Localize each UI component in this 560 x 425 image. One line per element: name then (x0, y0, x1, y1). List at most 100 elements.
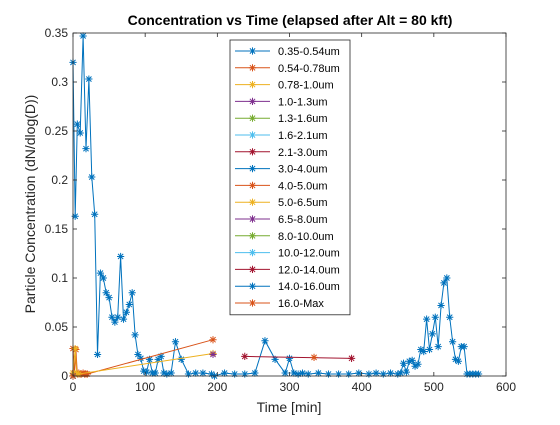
data-point-0-10 (96, 269, 105, 277)
data-point-0-29 (151, 369, 159, 377)
legend-marker (248, 114, 257, 122)
series-line-6 (244, 355, 352, 359)
data-point-0-37 (184, 370, 193, 378)
data-point-0-40 (207, 370, 216, 378)
data-point-1-10 (83, 370, 92, 378)
legend-item[interactable]: 8.0-10.0um (235, 231, 334, 243)
data-point-0-61 (379, 370, 387, 378)
data-point-0-6 (85, 75, 93, 83)
legend-marker (248, 265, 257, 273)
data-point-0-73 (423, 315, 431, 323)
data-point-0-42 (220, 369, 229, 377)
legend-label: 0.35-0.54um (278, 46, 340, 58)
y-tick-label: 0.25 (45, 124, 69, 138)
data-point-0-39 (199, 369, 207, 377)
legend-marker (248, 47, 257, 55)
data-point-0-76 (431, 313, 439, 321)
data-point-0-68 (408, 356, 416, 364)
legend-item[interactable]: 4.0-5.0um (235, 180, 328, 192)
x-tick-label: 600 (496, 380, 516, 394)
data-point-0-72 (420, 347, 428, 356)
legend-item[interactable]: 12.0-14.0um (235, 264, 340, 276)
legend-label: 2.1-3.0um (278, 147, 328, 159)
data-point-0-62 (386, 369, 395, 377)
data-point-0-26 (143, 368, 151, 376)
data-point-0-19 (122, 308, 131, 316)
chart-title: Concentration vs Time (elapsed after Alt… (128, 12, 453, 28)
data-point-0-84 (454, 357, 462, 365)
data-point-8-0 (310, 353, 318, 361)
axes-layer: 0 100 200 300 400 500 600 0 0.05 0.1 0.15 0.2 0.25 0.… (45, 26, 517, 394)
data-point-0-36 (177, 355, 185, 363)
data-point-0-65 (399, 359, 408, 367)
data-point-0-21 (128, 289, 136, 297)
legend-item[interactable]: 14.0-16.0um (235, 281, 340, 293)
legend-item[interactable]: 1.0-1.3um (235, 96, 328, 108)
legend-label: 8.0-10.0um (278, 231, 334, 243)
y-tick-label: 0.35 (45, 26, 69, 40)
data-point-0-31 (157, 352, 165, 360)
data-point-0-2 (73, 120, 81, 128)
x-axis-label: Time [min] (257, 399, 322, 415)
data-point-0-32 (160, 369, 168, 377)
data-point-0-64 (397, 369, 405, 377)
legend-item[interactable]: 10.0-12.0um (235, 248, 340, 260)
data-point-0-58 (355, 369, 363, 377)
legend-item[interactable]: 5.0-6.5um (235, 197, 328, 209)
legend-item[interactable]: 16.0-Max (235, 298, 324, 310)
y-axis-label: Particle Concentration (dN/dlog(D)) (22, 95, 38, 314)
legend-item[interactable]: 0.78-1.0um (235, 80, 334, 92)
legend-item[interactable]: 6.5-8.0um (235, 214, 328, 226)
legend-marker (248, 97, 257, 105)
data-point-0-20 (125, 300, 133, 309)
data-point-0-7 (88, 173, 96, 181)
legend-item[interactable]: 3.0-4.0um (235, 164, 328, 176)
legend-marker (248, 148, 257, 156)
data-point-0-3 (76, 129, 84, 137)
data-point-0-8 (91, 210, 99, 218)
data-point-0-78 (437, 301, 445, 310)
data-point-0-17 (117, 252, 125, 261)
data-point-0-66 (402, 368, 411, 376)
y-tick-label: 0.1 (51, 271, 68, 285)
x-tick-label: 0 (70, 380, 77, 394)
data-point-0-25 (140, 367, 148, 375)
legend-item[interactable]: 0.54-0.78um (235, 63, 340, 75)
data-point-0-1 (71, 212, 79, 220)
data-point-2-2 (73, 369, 81, 377)
data-point-0-9 (93, 350, 102, 359)
x-tick-label: 300 (279, 380, 299, 394)
data-point-0-4 (79, 32, 87, 40)
data-point-0-63 (394, 370, 402, 378)
series-6 (241, 352, 356, 362)
legend-label: 0.78-1.0um (278, 80, 334, 92)
legend-marker (248, 165, 257, 173)
data-point-0-22 (131, 331, 139, 339)
data-point-0-81 (446, 313, 454, 321)
legend-label: 1.0-1.3um (278, 96, 328, 108)
y-tick-label: 0 (61, 369, 68, 383)
legend-item[interactable]: 1.3-1.6um (235, 113, 328, 125)
legend-label: 1.3-1.6um (278, 113, 328, 125)
legend-marker (248, 198, 257, 206)
legend-item[interactable]: 2.1-3.0um (235, 147, 328, 159)
data-point-0-55 (324, 370, 333, 378)
legend-marker (248, 131, 257, 139)
data-point-0-77 (434, 343, 442, 351)
data-point-0-13 (105, 294, 113, 302)
legend-label: 4.0-5.0um (278, 180, 328, 192)
data-point-0-80 (443, 274, 451, 282)
legend-label: 10.0-12.0um (278, 248, 340, 260)
data-point-0-69 (411, 362, 419, 370)
legend-label: 14.0-16.0um (278, 281, 340, 293)
data-point-3-0 (209, 350, 217, 359)
legend-marker (248, 282, 257, 290)
legend-item[interactable]: 0.35-0.54um (235, 46, 340, 58)
x-tick-label: 200 (207, 380, 227, 394)
data-point-0-38 (192, 369, 200, 377)
legend-item[interactable]: 1.6-2.1um (235, 130, 328, 142)
legend[interactable]: 0.35-0.54um 0.54-0.78um 0.78-1.0um 1.0-1.3u… (229, 39, 351, 316)
legend-label: 6.5-8.0um (278, 214, 328, 226)
legend-label: 3.0-4.0um (278, 164, 328, 176)
